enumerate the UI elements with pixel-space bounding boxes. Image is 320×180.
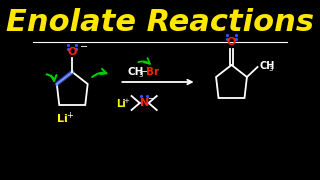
Text: 3: 3	[268, 66, 273, 72]
Text: −: −	[80, 42, 89, 52]
Text: O: O	[227, 37, 236, 47]
Text: Br: Br	[146, 67, 159, 77]
Text: +: +	[66, 111, 73, 120]
Text: 3: 3	[138, 72, 143, 78]
Text: Li: Li	[57, 114, 68, 124]
Text: Enolate Reactions: Enolate Reactions	[6, 8, 314, 37]
Text: CH: CH	[127, 67, 144, 77]
Text: CH: CH	[259, 61, 275, 71]
Text: O: O	[68, 47, 77, 57]
Text: −: −	[148, 94, 155, 103]
Text: Li: Li	[116, 99, 126, 109]
Text: −: −	[140, 67, 149, 77]
Text: N: N	[140, 98, 149, 108]
Text: +: +	[124, 98, 130, 104]
